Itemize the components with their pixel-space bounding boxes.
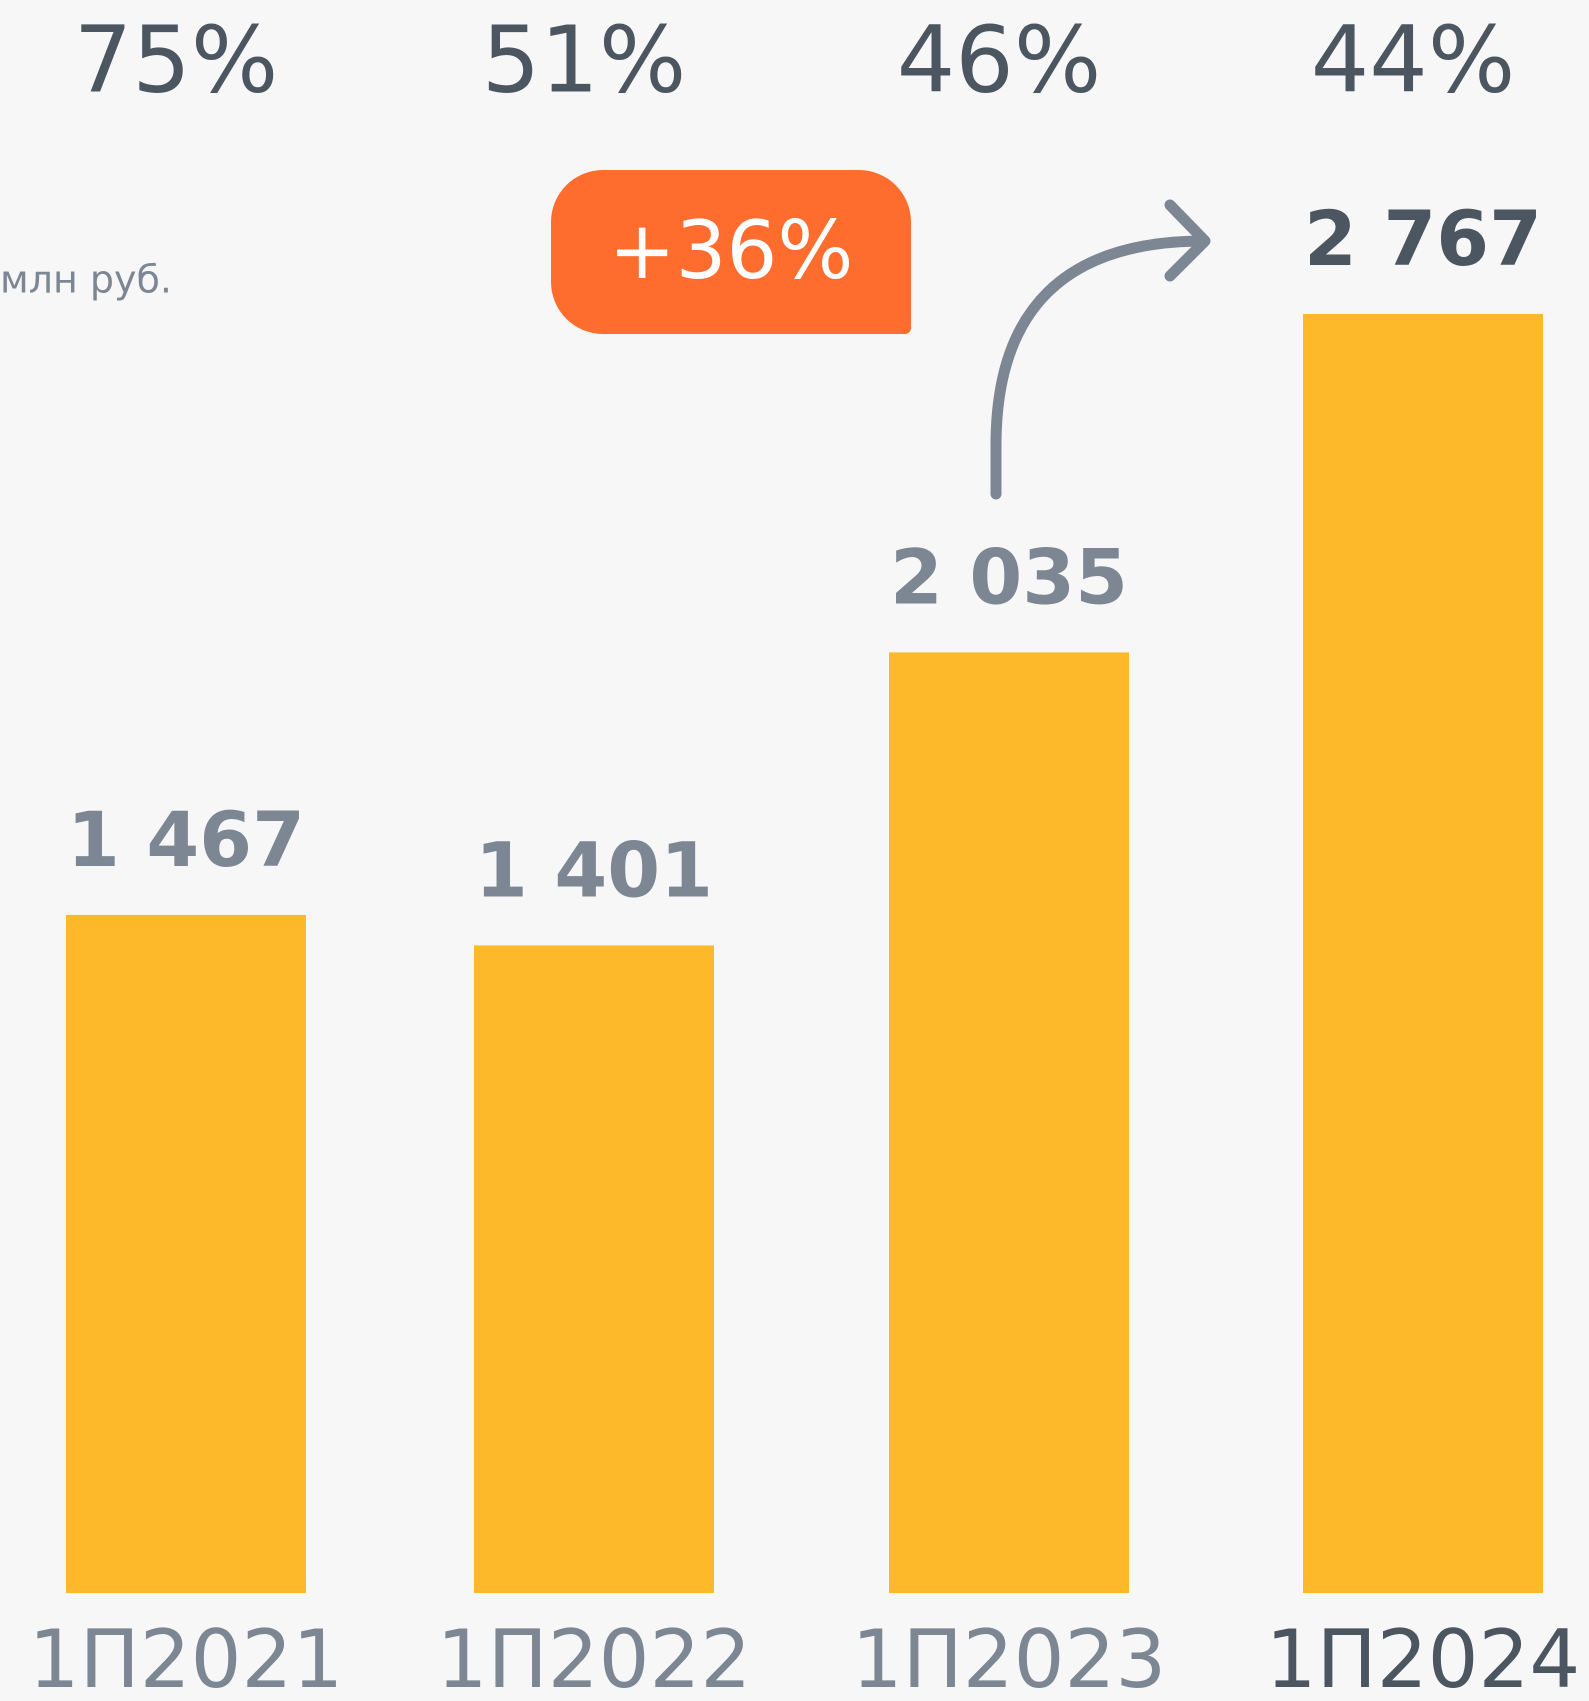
bar: [474, 945, 714, 1593]
x-tick-label: 1П2021: [29, 1613, 344, 1701]
share-label: 46%: [897, 6, 1101, 113]
bar: [889, 652, 1129, 1593]
growth-label: +36%: [609, 204, 854, 297]
x-tick-label: 1П2024: [1266, 1613, 1581, 1701]
growth-badge: [551, 170, 911, 334]
growth-arrowhead: [1164, 199, 1211, 282]
share-label: 51%: [482, 6, 686, 113]
bar: [1303, 314, 1543, 1593]
value-label: 1 467: [67, 795, 305, 884]
growth-arrow: [990, 235, 1210, 500]
share-label: 44%: [1311, 6, 1515, 113]
value-label: 2 035: [890, 532, 1128, 621]
value-label: 1 401: [475, 825, 713, 914]
value-label: 2 767: [1304, 194, 1542, 283]
x-tick-label: 1П2023: [852, 1613, 1167, 1701]
unit-label: млн руб.: [0, 258, 172, 302]
growth-badge-corner: [851, 274, 911, 334]
x-tick-label: 1П2022: [437, 1613, 752, 1701]
share-label: 75%: [74, 6, 278, 113]
bar: [66, 914, 306, 1593]
